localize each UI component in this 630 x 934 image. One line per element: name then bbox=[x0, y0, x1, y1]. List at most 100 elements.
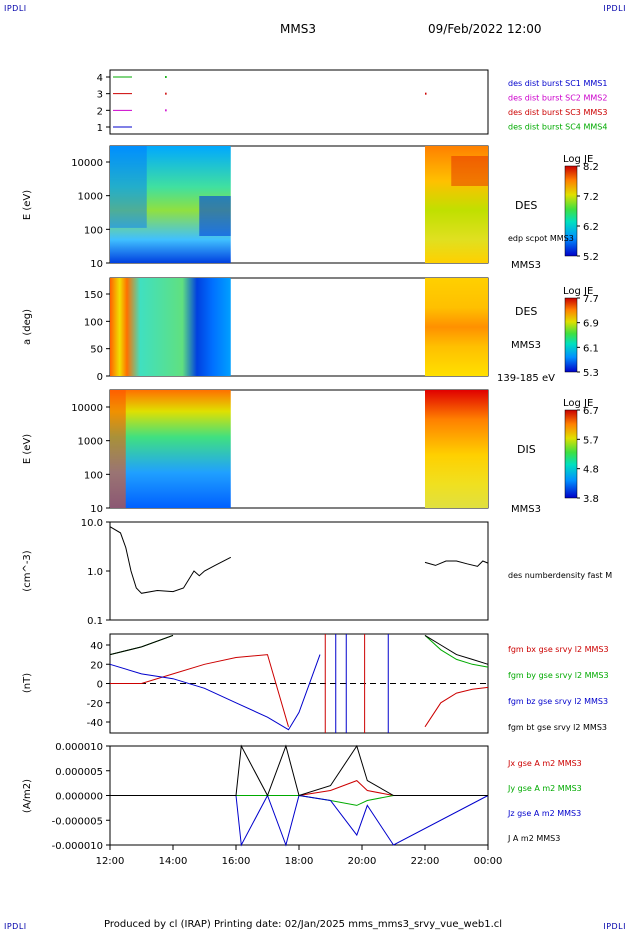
dis-energy-label: DIS bbox=[517, 443, 536, 456]
burst-frame bbox=[109, 69, 489, 135]
dis-energy-colorbar-tick-label: 5.7 bbox=[583, 435, 599, 446]
burst-interval-mark bbox=[165, 76, 167, 78]
des-pitch-energy: 139-185 eV bbox=[497, 373, 555, 384]
density-tick-label: 1.0 bbox=[87, 567, 103, 578]
current-legend-item: Jy gse A m2 MMS3 bbox=[507, 784, 582, 793]
current-tick-label: 0.000010 bbox=[55, 742, 103, 753]
corner-label-bl: IPDLI bbox=[4, 922, 27, 931]
des-pitch-tick-label: 100 bbox=[84, 317, 103, 328]
dis-energy-colorbar-tick-label: 4.8 bbox=[583, 465, 599, 476]
time-tick-label: 00:00 bbox=[474, 856, 503, 867]
density-line bbox=[109, 526, 232, 594]
des-energy-label: DES bbox=[515, 199, 537, 212]
des-pitch-tick-label: 0 bbox=[97, 372, 103, 383]
bfield-series-line bbox=[424, 686, 489, 728]
des-energy-feature bbox=[199, 196, 231, 236]
burst-legend-item: des dist burst SC3 MMS3 bbox=[508, 108, 607, 117]
dis-energy-colorbar-tick-label: 3.8 bbox=[583, 494, 599, 505]
time-tick-label: 14:00 bbox=[159, 856, 188, 867]
bfield-tick-label: 0 bbox=[97, 680, 103, 691]
time-tick-label: 18:00 bbox=[285, 856, 314, 867]
density-tick-label: 10.0 bbox=[81, 518, 103, 529]
des-pitch-colorbar-tick-label: 5.3 bbox=[583, 368, 599, 379]
des-pitch-tick-label: 150 bbox=[84, 290, 103, 301]
des-energy-colorbar-tick-label: 5.2 bbox=[583, 252, 599, 263]
des-pitch-tick-label: 50 bbox=[90, 345, 103, 356]
density-ylabel: (cm^-3) bbox=[22, 550, 33, 591]
mission-title: MMS3 bbox=[280, 22, 316, 36]
des-energy-right-block bbox=[425, 146, 488, 263]
current-ylabel: (A/m2) bbox=[22, 779, 33, 813]
density-line bbox=[424, 560, 489, 567]
datetime-title: 09/Feb/2022 12:00 bbox=[428, 22, 542, 36]
des-pitch-probe: MMS3 bbox=[511, 340, 541, 351]
burst-tick-label: 4 bbox=[97, 73, 103, 84]
des-energy-colorbar-tick-label: 6.2 bbox=[583, 222, 599, 233]
bfield-series-line bbox=[424, 634, 489, 665]
density-legend: des numberdensity fast M bbox=[508, 571, 612, 580]
current-legend-item: Jz gse A m2 MMS3 bbox=[507, 809, 581, 818]
des-energy-tick-label: 10000 bbox=[71, 158, 103, 169]
bfield-series-line bbox=[109, 634, 174, 656]
dis-energy-right-block bbox=[425, 390, 488, 508]
burst-tick-label: 3 bbox=[97, 90, 103, 101]
dis-energy-tick-label: 10000 bbox=[71, 403, 103, 414]
current-series-line bbox=[110, 744, 488, 797]
des-energy-ylabel: E (eV) bbox=[22, 190, 33, 220]
current-series-line bbox=[110, 780, 488, 796]
des-pitch-colorbar-tick-label: 6.1 bbox=[583, 343, 599, 354]
des-pitch-right-block bbox=[425, 278, 488, 376]
corner-label-tl: IPDLI bbox=[4, 4, 27, 13]
axis-labels: 4 3 2 1 des dist burst SC1 MMS1 des dist burs… bbox=[22, 73, 612, 867]
des-energy-feature bbox=[110, 146, 147, 228]
des-energy-tick-label: 1000 bbox=[78, 192, 103, 203]
panel-content bbox=[109, 76, 489, 847]
des-pitch-colorbar-tick-label: 6.9 bbox=[583, 319, 599, 330]
bfield-ylabel: (nT) bbox=[22, 673, 33, 693]
burst-legend-item: des dist burst SC2 MMS2 bbox=[508, 94, 607, 103]
burst-interval-mark bbox=[165, 92, 167, 95]
burst-tick-label: 2 bbox=[97, 106, 103, 117]
burst-interval-mark bbox=[165, 109, 167, 112]
corner-label-tr: IPDLI bbox=[603, 4, 626, 13]
bfield-series-line bbox=[110, 654, 289, 727]
bfield-legend-item: fgm bz gse srvy l2 MMS3 bbox=[508, 697, 608, 706]
des-energy-colorbar-tick-label: 7.2 bbox=[583, 192, 599, 203]
des-pitch-label: DES bbox=[515, 305, 537, 318]
time-tick-label: 22:00 bbox=[411, 856, 440, 867]
bfield-series-line bbox=[109, 654, 321, 731]
bfield-tick-label: -40 bbox=[87, 718, 103, 729]
burst-interval-mark bbox=[425, 92, 427, 95]
current-tick-label: 0.000005 bbox=[55, 767, 103, 778]
bfield-series-line bbox=[109, 634, 174, 656]
burst-legend-item: des dist burst SC1 MMS1 bbox=[508, 79, 607, 88]
current-series-line bbox=[110, 794, 489, 847]
current-legend-item: J A m2 MMS3 bbox=[507, 834, 560, 843]
dis-energy-tick-label: 100 bbox=[84, 470, 103, 481]
dis-energy-ylabel: E (eV) bbox=[22, 434, 33, 464]
des-pitch-left-block bbox=[110, 278, 231, 376]
current-legend-item: Jx gse A m2 MMS3 bbox=[507, 759, 582, 768]
des-energy-colorbar-bar bbox=[564, 165, 578, 257]
burst-tick-label: 1 bbox=[97, 123, 103, 134]
bfield-tick-label: -20 bbox=[87, 699, 103, 710]
des-energy-probe: MMS3 bbox=[511, 260, 541, 271]
corner-label-br: IPDLI bbox=[603, 922, 626, 931]
des-pitch-ylabel: a (deg) bbox=[22, 309, 33, 345]
bfield-legend-item: fgm bx gse srvy l2 MMS3 bbox=[508, 645, 609, 654]
des-pitch-colorbar-title: Log JE bbox=[563, 286, 593, 297]
time-tick-label: 20:00 bbox=[348, 856, 377, 867]
current-tick-label: 0.000000 bbox=[55, 792, 103, 803]
dis-energy-colorbar-bar bbox=[564, 409, 578, 499]
current-tick-label: -0.000010 bbox=[52, 841, 103, 852]
des-pitch-colorbar-tick-label: 7.7 bbox=[583, 294, 599, 305]
des-energy-tick-label: 100 bbox=[84, 225, 103, 236]
dis-energy-feature bbox=[110, 390, 126, 508]
des-energy-tick-label: 10 bbox=[90, 259, 103, 270]
des-energy-sublabel: edp scpot MMS3 bbox=[508, 234, 574, 243]
bfield-tick-label: 40 bbox=[90, 641, 103, 652]
density-tick-label: 0.1 bbox=[87, 616, 103, 627]
bfield-legend-item: fgm by gse srvy l2 MMS3 bbox=[508, 671, 609, 680]
time-tick-label: 16:00 bbox=[222, 856, 251, 867]
